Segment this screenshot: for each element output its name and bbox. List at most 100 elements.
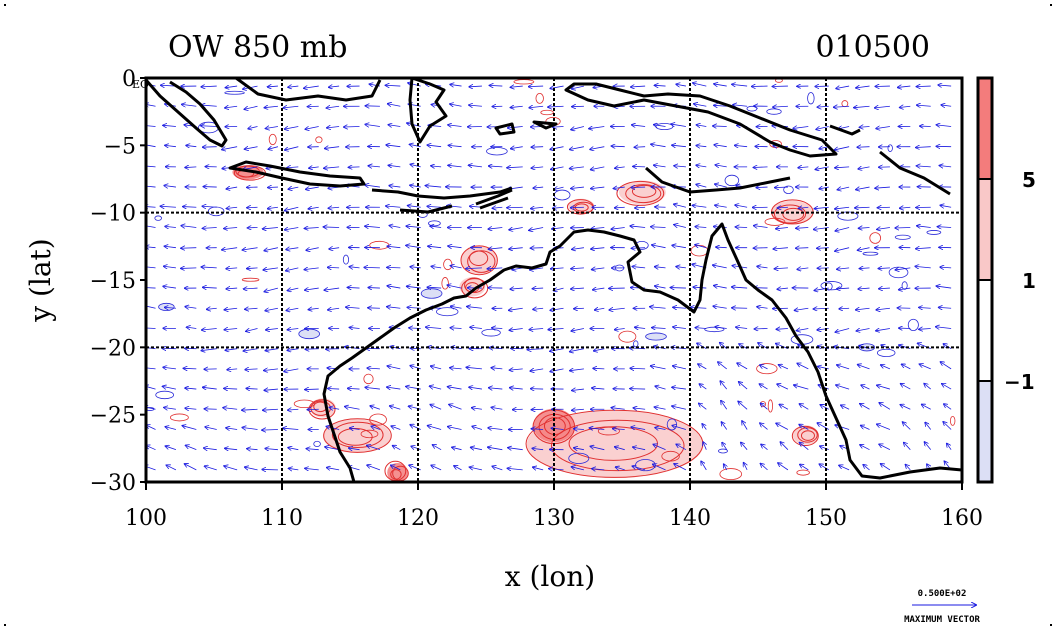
wind-vector <box>454 466 462 471</box>
wind-vector <box>529 106 544 107</box>
wind-vector <box>942 384 952 390</box>
wind-vector <box>674 225 687 228</box>
wind-vector <box>164 407 176 409</box>
ow-small-contour <box>901 281 908 290</box>
wind-vector <box>203 187 217 188</box>
wind-vector <box>713 265 727 269</box>
ow-small-contour <box>360 429 379 439</box>
coastline-new-guinea <box>564 82 838 158</box>
wind-vector <box>387 387 401 389</box>
wind-vector <box>247 268 258 269</box>
wind-vector <box>266 328 278 329</box>
x-tick-label: 160 <box>941 506 983 531</box>
wind-vector <box>632 125 646 127</box>
wind-vector <box>776 328 788 329</box>
ow-small-contour <box>869 232 882 244</box>
coastline-small-island <box>494 122 516 136</box>
wind-vector <box>800 464 809 471</box>
wind-vector <box>835 425 850 430</box>
wind-vector <box>368 166 380 167</box>
wind-vector <box>243 349 258 351</box>
wind-vector <box>469 467 483 470</box>
wind-vector <box>673 366 687 370</box>
wind-vector <box>146 466 156 471</box>
ow-small-contour <box>428 220 441 227</box>
wind-vector <box>938 85 952 86</box>
wind-vector <box>428 246 442 247</box>
wind-vector <box>635 327 646 328</box>
wind-vector <box>531 207 544 208</box>
x-tick-label: 120 <box>397 506 439 531</box>
wind-vector <box>744 463 748 471</box>
wind-vector <box>264 106 278 107</box>
wind-vector <box>820 405 829 410</box>
wind-vector <box>698 364 707 370</box>
ow-positive-contour <box>331 421 384 448</box>
wind-vector <box>591 248 605 249</box>
wind-vector <box>798 207 809 208</box>
wind-vector <box>861 426 870 430</box>
wind-vector <box>820 446 829 451</box>
wind-vector <box>305 349 319 350</box>
wind-vector <box>592 268 605 270</box>
wind-vector <box>305 227 319 228</box>
wind-vector <box>268 147 279 150</box>
ow-small-contour <box>907 318 919 331</box>
ow-small-contour <box>746 105 758 112</box>
wind-vector <box>615 207 625 208</box>
wind-vector <box>611 146 625 147</box>
coastline-java <box>228 160 366 188</box>
wind-vector <box>741 442 748 450</box>
wind-vector <box>365 226 380 227</box>
ow-positive-contour <box>390 469 402 480</box>
wind-vector <box>570 369 584 371</box>
wind-vector <box>655 267 666 268</box>
wind-vector <box>780 442 789 450</box>
wind-vector <box>652 245 666 248</box>
wind-vector <box>308 308 319 309</box>
wind-vector <box>937 227 952 228</box>
wind-vector <box>761 403 768 410</box>
wind-vector <box>431 465 442 471</box>
wind-vector <box>879 403 891 410</box>
wind-vector <box>652 328 666 329</box>
wind-vector <box>548 328 564 329</box>
wind-vector <box>676 444 687 451</box>
wind-vector <box>777 207 788 208</box>
wind-vector <box>509 227 523 229</box>
wind-vector <box>574 429 584 430</box>
wind-vector <box>900 207 911 208</box>
wind-vector <box>268 86 278 87</box>
wind-vector <box>491 407 503 409</box>
wind-vector <box>939 166 952 167</box>
wind-vector <box>207 308 217 309</box>
wind-vector <box>532 288 544 289</box>
wind-vector <box>589 126 605 128</box>
y-tick-label: −25 <box>90 404 136 429</box>
wind-vector <box>222 248 238 250</box>
wind-vector <box>227 369 238 370</box>
page-corner-marks <box>4 4 1052 626</box>
wind-vector <box>943 422 952 430</box>
wind-vector <box>246 388 258 389</box>
wind-vector <box>183 368 197 369</box>
wind-vector <box>305 468 319 470</box>
wind-vector <box>448 387 462 389</box>
wind-vector <box>676 84 686 86</box>
wind-vector <box>509 308 523 310</box>
wind-vector <box>898 86 911 87</box>
wind-vector <box>181 248 197 249</box>
wind-vector <box>735 145 748 146</box>
wind-vector <box>941 105 952 106</box>
wind-vector <box>447 285 462 289</box>
wind-vector <box>903 422 911 430</box>
wind-vector <box>388 125 401 127</box>
wind-vector <box>449 404 462 410</box>
wind-vector <box>166 465 177 471</box>
wind-vector <box>306 187 319 189</box>
wind-vector <box>288 448 299 450</box>
wind-vector <box>242 409 258 410</box>
wind-vector <box>305 126 319 129</box>
wind-vector <box>835 328 850 332</box>
wind-vector <box>327 468 340 470</box>
